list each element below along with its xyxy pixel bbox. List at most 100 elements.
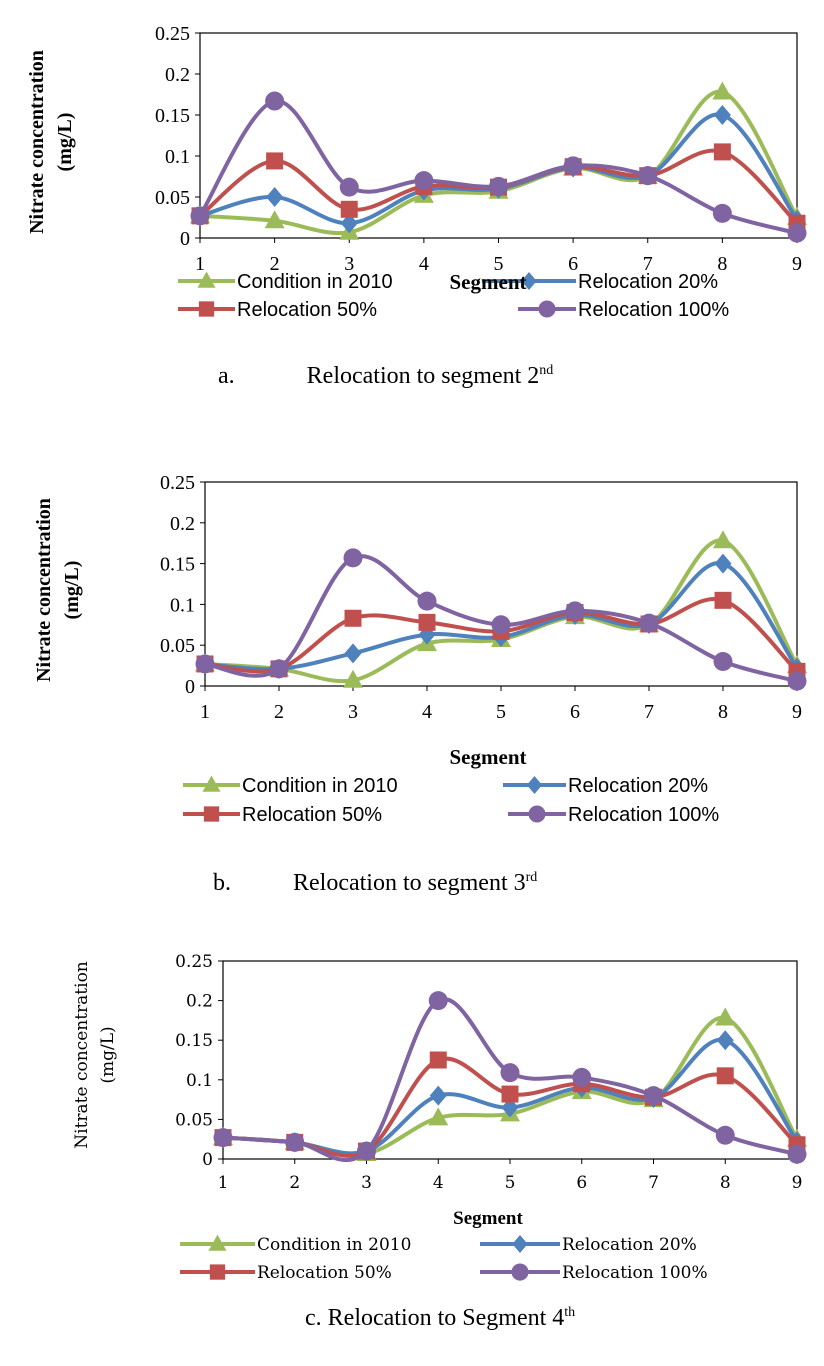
x-tick-label: 4 [422, 701, 432, 723]
x-tick-label: 5 [494, 253, 504, 275]
x-tick-label: 6 [570, 701, 580, 723]
caption-a-sup: nd [539, 363, 554, 378]
data-point [713, 652, 733, 672]
data-point [712, 81, 733, 100]
data-point [714, 553, 732, 574]
y-axis-label: Nitrate concentration [33, 498, 55, 682]
legend-label: Condition in 2010 [237, 271, 393, 293]
x-tick-label: 8 [720, 1173, 731, 1193]
data-point [213, 1128, 233, 1148]
x-tick-label: 6 [568, 253, 578, 275]
y-tick-label: 0.15 [160, 554, 195, 576]
x-tick-label: 5 [505, 1173, 516, 1193]
data-point [638, 166, 658, 186]
data-point [414, 171, 434, 191]
y-tick-label: 0 [202, 1150, 213, 1170]
data-point [712, 203, 732, 223]
y-tick-label: 0.2 [186, 992, 213, 1012]
chart-3: 0 0.05 0.1 0.15 0.2 0.25 1 2 3 4 5 6 7 8 9 Nitrate conc… [72, 952, 807, 1283]
x-tick-label: 9 [792, 701, 802, 723]
data-point [418, 613, 436, 631]
caption-a-letter: a. [218, 363, 235, 389]
data-point [713, 143, 731, 161]
data-point [713, 105, 731, 125]
x-tick-label: 3 [344, 253, 354, 275]
x-tick-label: 2 [289, 1173, 300, 1193]
data-point [787, 223, 807, 243]
legend-label: Relocation 20% [578, 271, 718, 293]
data-point [195, 654, 215, 674]
data-point [714, 591, 732, 609]
y-axis-unit-label: (mg/L) [98, 1026, 118, 1083]
x-tick-label: 3 [361, 1173, 372, 1193]
data-point [429, 1051, 447, 1069]
data-point [572, 1067, 592, 1087]
x-axis-label: Segment [453, 1208, 523, 1229]
y-axis-unit-label: (mg/L) [54, 113, 76, 172]
y-axis-label: Nitrate concentration [72, 961, 92, 1149]
legend-marker [538, 300, 556, 318]
data-point [266, 152, 284, 170]
data-point [639, 613, 659, 633]
x-tick-label: 8 [718, 701, 728, 723]
y-tick-label: 0.1 [170, 594, 195, 616]
legend-marker [208, 1234, 227, 1251]
legend-marker [209, 1264, 226, 1280]
caption-c-text: Relocation to Segment 4 [327, 1305, 565, 1331]
y-tick-label: 0.2 [165, 64, 190, 86]
legend-marker [528, 805, 546, 823]
caption-a-text: Relocation to segment 2 [306, 363, 540, 389]
data-point [787, 1144, 807, 1164]
data-point [428, 991, 448, 1011]
data-point [344, 609, 362, 627]
chart-2: 0 0.05 0.1 0.15 0.2 0.25 1 2 3 4 5 6 7 8 9 Nitrate conc… [33, 472, 807, 826]
data-point [190, 206, 210, 226]
x-tick-label: 8 [717, 253, 727, 275]
data-point [266, 187, 284, 207]
legend-marker [512, 1235, 528, 1254]
legend-label: Relocation 50% [242, 804, 382, 826]
data-point [716, 1067, 734, 1085]
caption-b-letter: b. [213, 870, 231, 896]
caption-b: b. Relocation to segment 3rd [213, 870, 537, 897]
x-tick-label: 1 [218, 1173, 229, 1193]
x-tick-label: 7 [644, 701, 654, 723]
legend-label: Condition in 2010 [257, 1235, 411, 1255]
data-point [343, 669, 363, 688]
x-tick-label: 2 [270, 253, 280, 275]
data-point [357, 1141, 376, 1161]
legend-label: Relocation 100% [568, 804, 719, 826]
caption-c-letter: c. [305, 1305, 322, 1331]
data-point [565, 601, 585, 621]
x-tick-label: 1 [200, 701, 210, 723]
data-point [269, 659, 289, 679]
x-tick-label: 2 [274, 701, 284, 723]
data-point [787, 671, 807, 691]
y-tick-label: 0.15 [155, 105, 190, 127]
x-tick-label: 9 [792, 1173, 803, 1193]
caption-b-sup: rd [525, 870, 538, 885]
x-tick-label: 6 [576, 1173, 587, 1193]
data-point [429, 1085, 447, 1106]
x-tick-label: 7 [648, 1173, 659, 1193]
y-tick-label: 0.1 [165, 146, 190, 168]
y-tick-label: 0.05 [160, 635, 195, 657]
data-point [339, 177, 359, 197]
data-point [501, 1085, 519, 1103]
data-point [500, 1063, 520, 1083]
data-point [491, 615, 511, 635]
y-tick-label: 0.05 [155, 187, 190, 209]
data-point [343, 548, 363, 568]
series-line-1 [198, 90, 799, 236]
data-point [715, 1125, 735, 1145]
y-tick-label: 0 [180, 228, 190, 250]
x-tick-label: 4 [433, 1173, 444, 1193]
legend-marker [203, 806, 220, 822]
chart-1: 0 0.05 0.1 0.15 0.2 0.25 1 2 3 4 5 6 7 8 9 Nitrate conc… [26, 23, 807, 321]
legend-marker [198, 301, 215, 317]
y-tick-label: 0 [185, 676, 195, 698]
legend-marker [526, 776, 543, 794]
caption-b-text: Relocation to segment 3 [293, 870, 526, 896]
